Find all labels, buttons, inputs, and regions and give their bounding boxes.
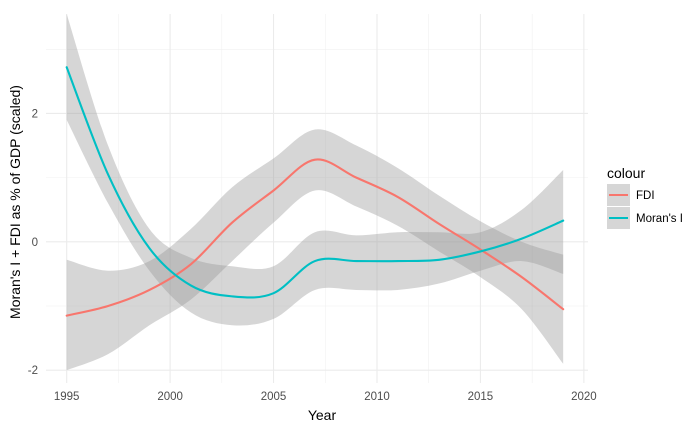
- minor-gridlines: [46, 14, 588, 383]
- legend-label: Moran's I: [636, 213, 683, 225]
- series-lines: [65, 66, 565, 317]
- confidence-bands: [66, 14, 564, 371]
- legend-key: [607, 184, 630, 206]
- legend-label: FDI: [636, 190, 655, 202]
- y-tick-label: -2: [28, 365, 38, 377]
- major-gridlines: [46, 14, 588, 383]
- series-line-fdi: [65, 158, 565, 317]
- series-line-moran-s-i: [65, 66, 565, 299]
- y-tick-label: 2: [32, 108, 38, 120]
- x-tick-label: 2010: [364, 391, 390, 403]
- legend-key: [607, 207, 630, 229]
- y-tick-label: 0: [32, 237, 38, 249]
- legend-title: colour: [607, 165, 645, 181]
- x-tick-label: 2005: [261, 391, 287, 403]
- ci-band-fdi: [66, 129, 564, 371]
- y-axis-ticks: -2 0 2: [28, 108, 38, 377]
- x-axis-ticks: 1995 2000 2005 2010 2015 2020: [54, 391, 597, 403]
- ci-band-moran-s-i: [66, 14, 564, 326]
- x-tick-label: 1995: [54, 391, 80, 403]
- x-tick-label: 2000: [157, 391, 183, 403]
- x-axis-title: Year: [308, 407, 337, 423]
- legend: colour FDI Moran's I: [607, 165, 683, 229]
- x-tick-label: 2020: [571, 391, 597, 403]
- y-axis-title: Moran's I + FDI as % of GDP (scaled): [7, 85, 23, 319]
- x-tick-label: 2015: [468, 391, 494, 403]
